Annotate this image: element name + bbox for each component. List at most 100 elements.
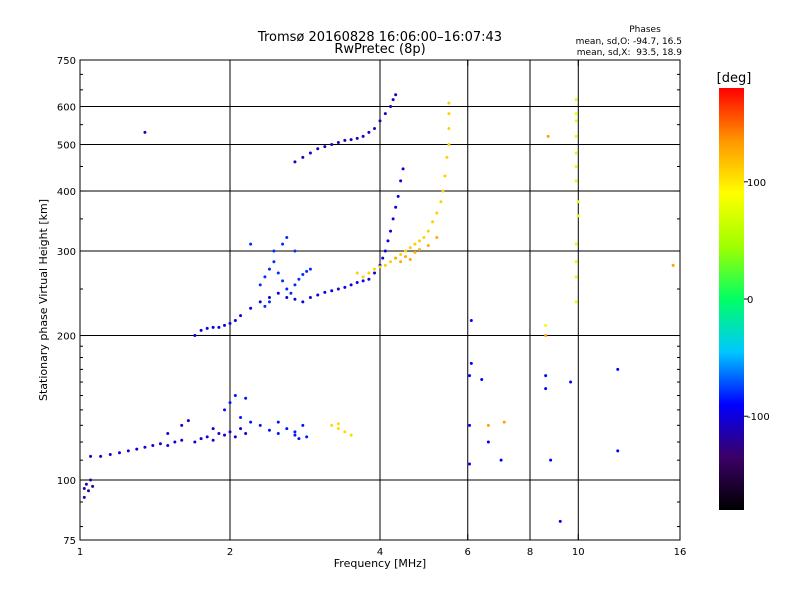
x-tick-label: 4 xyxy=(377,547,383,558)
data-point xyxy=(86,489,90,493)
data-point xyxy=(305,435,309,439)
data-point xyxy=(205,435,209,439)
data-point xyxy=(544,323,548,327)
data-point xyxy=(211,325,215,329)
data-point xyxy=(443,174,447,178)
data-point xyxy=(343,138,347,142)
data-points xyxy=(82,93,675,523)
data-point xyxy=(574,98,578,102)
data-point xyxy=(361,134,365,138)
stats-heading: Phases xyxy=(629,25,661,35)
y-tick-label: 400 xyxy=(57,187,76,198)
data-point xyxy=(84,482,88,486)
data-point xyxy=(82,495,86,499)
data-point xyxy=(401,167,405,171)
data-point xyxy=(616,449,620,453)
x-tick-label: 16 xyxy=(674,547,687,558)
x-axis-label: Frequency [MHz] xyxy=(334,557,426,570)
data-point xyxy=(228,430,232,434)
data-point xyxy=(394,256,398,260)
data-point xyxy=(228,321,232,325)
data-point xyxy=(426,244,430,248)
data-point xyxy=(386,239,390,243)
data-point xyxy=(186,419,190,423)
data-point xyxy=(381,256,385,260)
data-point xyxy=(244,396,248,400)
colorbar-scale xyxy=(719,88,744,510)
data-point xyxy=(316,293,320,297)
data-point xyxy=(276,291,280,295)
data-point xyxy=(223,408,227,412)
data-point xyxy=(258,423,262,427)
data-point xyxy=(223,433,227,437)
x-tick-label: 1 xyxy=(77,547,83,558)
data-point xyxy=(413,250,417,254)
data-point xyxy=(258,283,262,287)
data-point xyxy=(349,433,353,437)
data-point xyxy=(258,300,262,304)
data-point xyxy=(544,387,548,391)
data-point xyxy=(447,112,451,116)
data-point xyxy=(108,453,112,457)
data-point xyxy=(391,217,395,221)
data-point xyxy=(499,458,503,462)
data-point xyxy=(355,136,359,140)
data-point xyxy=(239,427,243,431)
data-point xyxy=(330,423,334,427)
data-point xyxy=(574,134,578,138)
data-point xyxy=(158,442,162,446)
data-point xyxy=(408,246,412,250)
data-point xyxy=(301,423,305,427)
data-point xyxy=(549,458,553,462)
data-point xyxy=(143,445,147,449)
data-point xyxy=(276,432,280,436)
data-point xyxy=(441,189,445,193)
data-point xyxy=(546,134,550,138)
stats-line-x: mean, sd,X: 93.5, 18.9 xyxy=(577,48,683,58)
data-point xyxy=(544,374,548,378)
data-point xyxy=(336,287,340,291)
stats-line-o: mean, sd,O: -94.7, 16.5 xyxy=(576,37,682,47)
data-point xyxy=(99,454,103,458)
y-tick-label: 100 xyxy=(57,476,76,487)
data-point xyxy=(117,451,121,455)
data-point xyxy=(166,444,170,448)
data-point xyxy=(394,93,398,97)
data-point xyxy=(349,283,353,287)
data-point xyxy=(267,300,271,304)
data-point xyxy=(576,200,580,204)
colorbar-label: [deg] xyxy=(717,71,752,86)
data-point xyxy=(323,145,327,149)
data-point xyxy=(293,433,297,437)
data-point xyxy=(272,260,276,264)
data-point xyxy=(263,304,267,308)
data-point xyxy=(267,296,271,300)
grid-lines xyxy=(80,60,680,540)
data-point xyxy=(316,147,320,151)
data-point xyxy=(308,296,312,300)
data-point xyxy=(439,200,443,204)
data-point xyxy=(82,487,86,491)
data-point xyxy=(378,119,382,123)
data-point xyxy=(249,306,253,310)
data-point xyxy=(343,430,347,434)
y-tick-label: 300 xyxy=(57,247,76,258)
data-point xyxy=(403,255,407,259)
data-point xyxy=(180,423,184,427)
data-point xyxy=(193,334,197,338)
data-point xyxy=(616,367,620,371)
data-point xyxy=(469,318,473,322)
data-point xyxy=(574,300,578,304)
data-point xyxy=(361,279,365,283)
x-tick-label: 6 xyxy=(465,547,471,558)
data-point xyxy=(285,427,289,431)
x-tick-label: 8 xyxy=(527,547,533,558)
data-point xyxy=(468,374,472,378)
data-point xyxy=(367,271,371,275)
data-point xyxy=(293,430,297,434)
colorbar-tick-label: 0 xyxy=(747,295,753,306)
data-point xyxy=(180,438,184,442)
data-point xyxy=(383,263,387,267)
data-point xyxy=(135,447,139,451)
